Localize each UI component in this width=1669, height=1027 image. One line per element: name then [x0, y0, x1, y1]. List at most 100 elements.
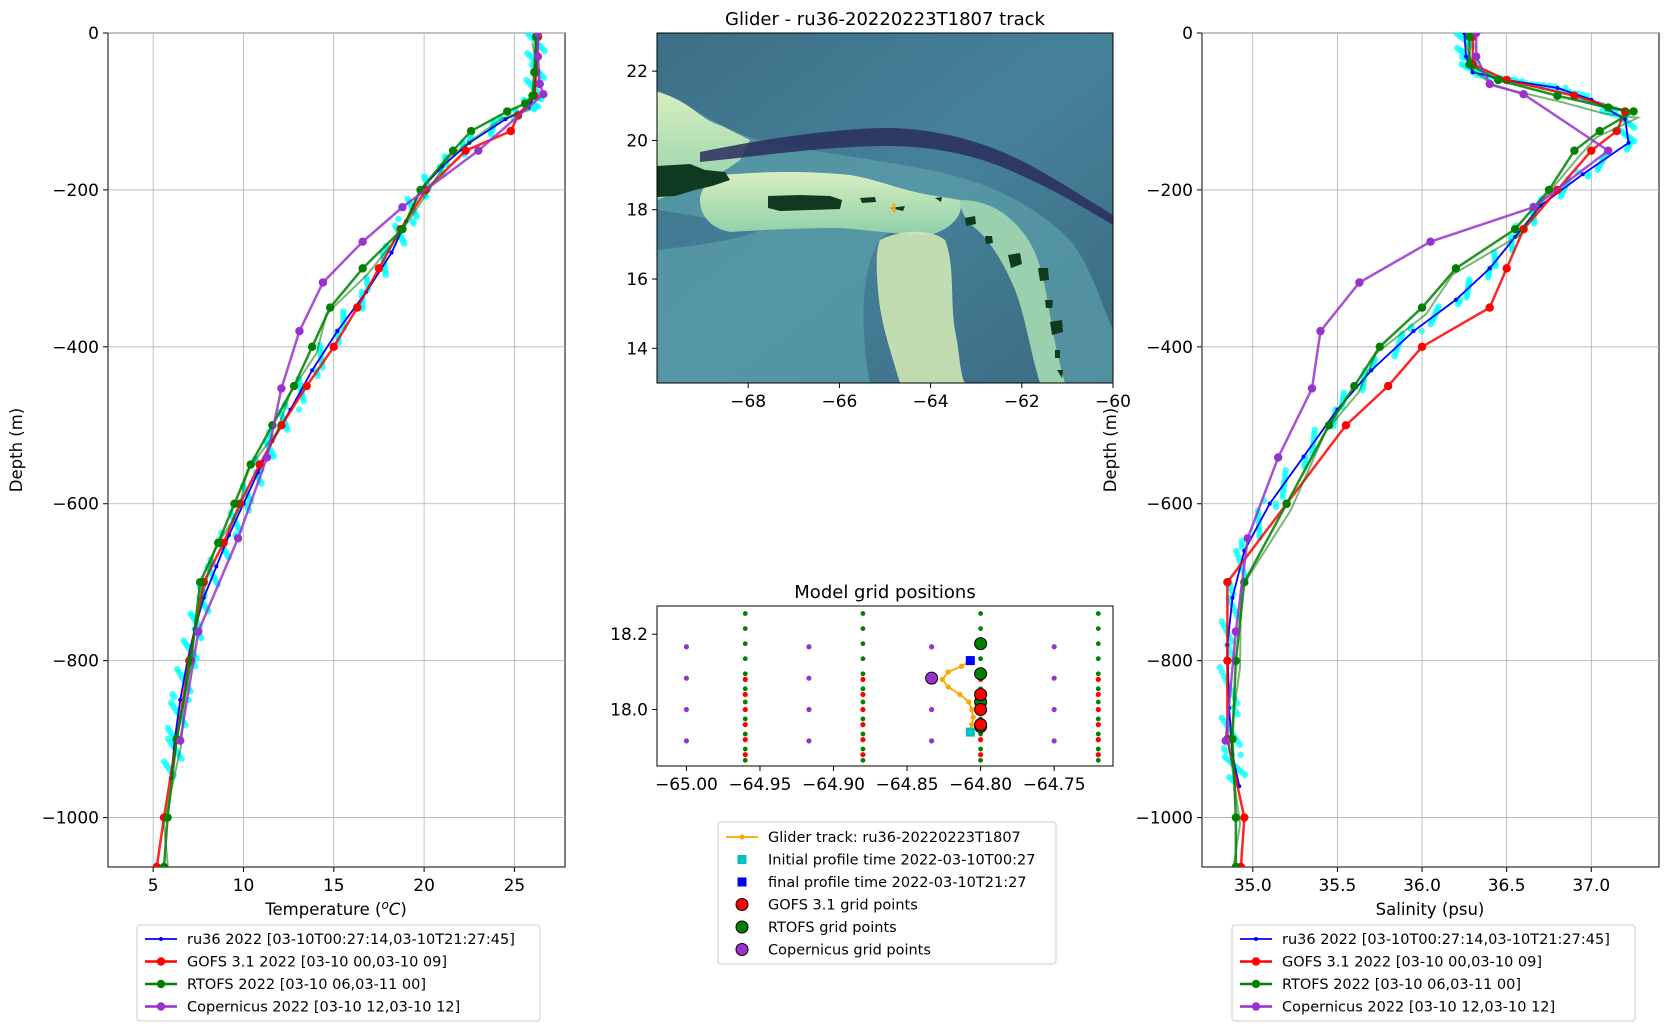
legend-swatch-marker	[1254, 937, 1258, 941]
series-point	[163, 813, 172, 822]
legend-swatch-marker	[156, 957, 166, 966]
y-tick-label: −1000	[41, 809, 99, 829]
series-point	[233, 534, 243, 543]
temperature-grid	[108, 32, 565, 867]
gofs-grid-point	[742, 721, 748, 728]
rtofs-grid-point	[978, 757, 984, 763]
series-point	[1587, 146, 1596, 155]
series-point	[1595, 126, 1604, 136]
series-point	[230, 499, 239, 508]
series-line	[162, 43, 540, 867]
rtofs-grid-point	[1095, 626, 1101, 631]
copernicus-grid-point	[929, 738, 935, 744]
y-tick-label: 0	[88, 24, 99, 44]
gofs-grid-point	[860, 752, 866, 758]
observation-point	[1228, 638, 1236, 645]
copernicus-grid-point	[806, 644, 812, 650]
series-point	[1231, 862, 1241, 867]
legend-swatch-marker	[1251, 957, 1261, 966]
observation-point	[1530, 220, 1538, 227]
series-point	[1221, 736, 1230, 745]
rtofs-grid-point	[860, 757, 866, 763]
observation-point	[1594, 166, 1601, 173]
series-point	[295, 326, 304, 336]
glider-track-point	[945, 669, 951, 675]
series-point	[1510, 224, 1520, 234]
series-point	[335, 329, 340, 334]
gofs-grid-point	[1095, 752, 1101, 758]
series-point	[1316, 326, 1325, 336]
legend-label: Copernicus grid points	[768, 943, 931, 959]
model-grid-positions-panel: Model grid positions −65.00 −64.95 −64.90−…	[610, 582, 1114, 965]
series-point	[448, 146, 458, 155]
series-point	[1604, 146, 1613, 155]
gofs-grid-point	[1095, 737, 1101, 743]
series-point	[474, 146, 483, 155]
series-point	[289, 381, 299, 391]
rtofs-grid-point	[860, 716, 866, 722]
map-y-tick-label: 20	[626, 131, 648, 151]
series-point	[1529, 202, 1538, 212]
rtofs-grid-point	[860, 699, 866, 705]
x-tick-label: 15	[323, 876, 345, 896]
rtofs-grid-point	[860, 686, 866, 692]
temperature-profile-panel: 5 10 15 20 25 0 −200 −400 −600 −800 −1000 Temperat…	[7, 24, 566, 1022]
observation-point	[1418, 327, 1425, 335]
x-tick-label: 10	[233, 876, 255, 896]
rtofs-grid-point	[1095, 611, 1101, 616]
series-point	[1487, 266, 1492, 271]
map-x-tick-label: −62	[1004, 392, 1040, 412]
series-point	[1453, 297, 1458, 302]
y-tick-label: −600	[1146, 495, 1193, 515]
series-point	[389, 250, 394, 255]
series-point	[358, 264, 367, 273]
series-point	[358, 237, 367, 246]
series-point	[1451, 264, 1461, 273]
x-tick-label: 37.0	[1572, 876, 1610, 896]
map-x-tick-label: −60	[1095, 392, 1131, 412]
series-line	[1224, 33, 1611, 741]
observation-point	[1427, 321, 1434, 328]
observation-point	[284, 426, 291, 433]
observation-point	[1484, 274, 1492, 281]
observation-point	[1222, 748, 1230, 755]
x-tick-label: 35.5	[1318, 876, 1356, 896]
salinity-ticks: 35.0 35.5 36.0 36.5 37.0 0 −200 −400 −600 −800 −10…	[1135, 24, 1610, 896]
legend-label: ru36 2022 [03-10T00:27:14,03-10T21:27:45…	[1282, 932, 1610, 948]
observation-point	[530, 106, 538, 113]
observation-point	[300, 397, 307, 405]
series-point	[307, 342, 317, 352]
series-point	[1485, 303, 1494, 312]
legend-label: ru36 2022 [03-10T00:27:14,03-10T21:27:45…	[187, 932, 515, 948]
legend-swatch-marker	[739, 834, 745, 840]
rtofs-grid-point	[742, 641, 748, 647]
series-point	[1472, 33, 1481, 38]
series-point	[1544, 185, 1554, 195]
series-line	[162, 36, 538, 867]
gofs-highlight-point	[974, 718, 988, 732]
series-point	[533, 52, 543, 61]
series-point	[1570, 91, 1579, 100]
rtofs-grid-point	[742, 686, 748, 692]
map-x-tick-label: −68	[730, 392, 766, 412]
series-point	[528, 91, 537, 100]
legend-label: GOFS 3.1 2022 [03-10 00,03-10 09]	[1282, 955, 1542, 971]
mid-depth-water	[657, 90, 1113, 383]
observation-point	[178, 755, 185, 762]
series-point	[1243, 534, 1252, 543]
observation-point	[295, 406, 303, 413]
series-point	[1411, 329, 1416, 334]
legend-swatch-marker	[735, 920, 749, 934]
final-profile-marker	[965, 656, 975, 666]
legend-label: final profile time 2022-03-10T21:27	[768, 875, 1027, 891]
y-tick-label: −400	[1146, 338, 1193, 358]
observation-point	[1236, 741, 1244, 748]
observation-point	[1463, 294, 1470, 301]
rtofs-grid-point	[860, 671, 866, 677]
series-point	[1465, 33, 1474, 42]
rtofs-grid-point	[978, 656, 984, 662]
y-tick-label: −200	[52, 181, 99, 201]
gofs-grid-point	[860, 706, 866, 713]
series-point	[1519, 89, 1528, 99]
glider-track-point	[969, 721, 975, 728]
